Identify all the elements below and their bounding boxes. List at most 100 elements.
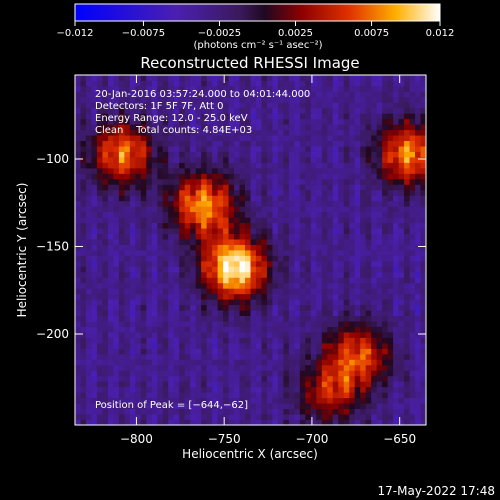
heatmap-cell [75,392,81,399]
heatmap-cell [206,342,213,349]
heatmap-cell [310,315,317,322]
heatmap-cell [91,195,98,202]
heatmap-cell [299,184,306,191]
heatmap-cell [393,129,399,136]
heatmap-cell [140,381,147,388]
heatmap-cell [217,118,224,125]
heatmap-cell [162,140,169,147]
heatmap-cell [321,315,328,322]
heatmap-cell [404,91,410,98]
heatmap-cell [195,337,202,344]
heatmap-cell [223,260,229,267]
heatmap-cell [135,397,142,404]
heatmap-cell [201,233,208,240]
heatmap-cell [228,304,235,311]
heatmap-cell [113,80,120,87]
heatmap-cell [223,386,229,393]
heatmap-cell [80,184,87,191]
heatmap-cell [261,107,268,114]
heatmap-cell [409,157,416,163]
heatmap-cell [239,118,246,125]
heatmap-cell [151,96,158,103]
heatmap-cell [272,96,279,103]
heatmap-cell [387,419,394,425]
heatmap-cell [107,375,114,382]
heatmap-cell [387,332,394,338]
heatmap-cell [415,271,421,278]
heatmap-cell [415,408,421,415]
heatmap-cell [245,217,251,224]
heatmap-cell [288,211,295,218]
heatmap-cell [327,195,334,202]
heatmap-cell [371,359,378,366]
heatmap-cell [157,310,164,317]
heatmap-cell [360,288,367,295]
heatmap-cell [162,222,169,229]
heatmap-cell [250,310,257,317]
heatmap-cell [75,326,81,333]
heatmap-cell [349,255,356,262]
heatmap-cell [272,228,279,234]
heatmap-cell [184,173,191,180]
heatmap-cell [184,195,191,202]
heatmap-cell [404,414,410,420]
heatmap-cell [91,419,98,425]
heatmap-cell [107,397,114,404]
heatmap-cell [212,370,218,377]
heatmap-cell [261,348,268,355]
heatmap-cell [332,277,339,284]
heatmap-cell [124,167,131,174]
heatmap-cell [338,200,345,207]
heatmap-cell [190,271,197,278]
heatmap-cell [124,370,131,377]
heatmap-cell [294,124,301,131]
heatmap-cell [75,113,81,120]
colorbar-tick-label: 0.012 [426,28,455,39]
heatmap-cell [255,342,262,349]
heatmap-cell [277,326,284,333]
heatmap-cell [168,282,175,289]
heatmap-cell [376,91,383,98]
heatmap-cell [217,96,224,103]
heatmap-cell [393,239,399,245]
heatmap-cell [310,80,317,87]
heatmap-cell [228,293,235,300]
heatmap-cell [228,96,235,103]
heatmap-cell [179,151,186,158]
heatmap-cell [102,293,109,300]
heatmap-cell [365,217,372,224]
heatmap-cell [360,271,367,278]
heatmap-cell [294,392,301,399]
heatmap-cell [387,392,394,399]
heatmap-cell [195,118,202,125]
heatmap-cell [195,266,202,273]
heatmap-cell [420,244,426,251]
heatmap-cell [277,233,284,240]
heatmap-cell [305,359,312,366]
heatmap-cell [146,228,153,234]
heatmap-cell [113,118,120,125]
heatmap-cell [327,102,334,109]
heatmap-cell [299,326,306,333]
heatmap-cell [228,359,235,366]
heatmap-cell [135,129,142,136]
heatmap-cell [195,178,202,185]
heatmap-cell [190,233,197,240]
heatmap-cell [272,75,279,81]
heatmap-cell [398,80,405,87]
heatmap-cell [245,375,251,382]
heatmap-cell [404,348,410,355]
heatmap-cell [239,299,246,306]
heatmap-cell [201,321,208,327]
heatmap-cell [135,107,142,114]
heatmap-cell [382,167,389,174]
heatmap-cell [184,304,191,311]
heatmap-cell [151,102,158,109]
heatmap-cell [387,397,394,404]
heatmap-cell [354,162,361,169]
heatmap-cell [75,189,81,196]
heatmap-cell [277,271,284,278]
heatmap-cell [223,299,229,306]
heatmap-cell [327,222,334,229]
heatmap-cell [321,266,328,273]
